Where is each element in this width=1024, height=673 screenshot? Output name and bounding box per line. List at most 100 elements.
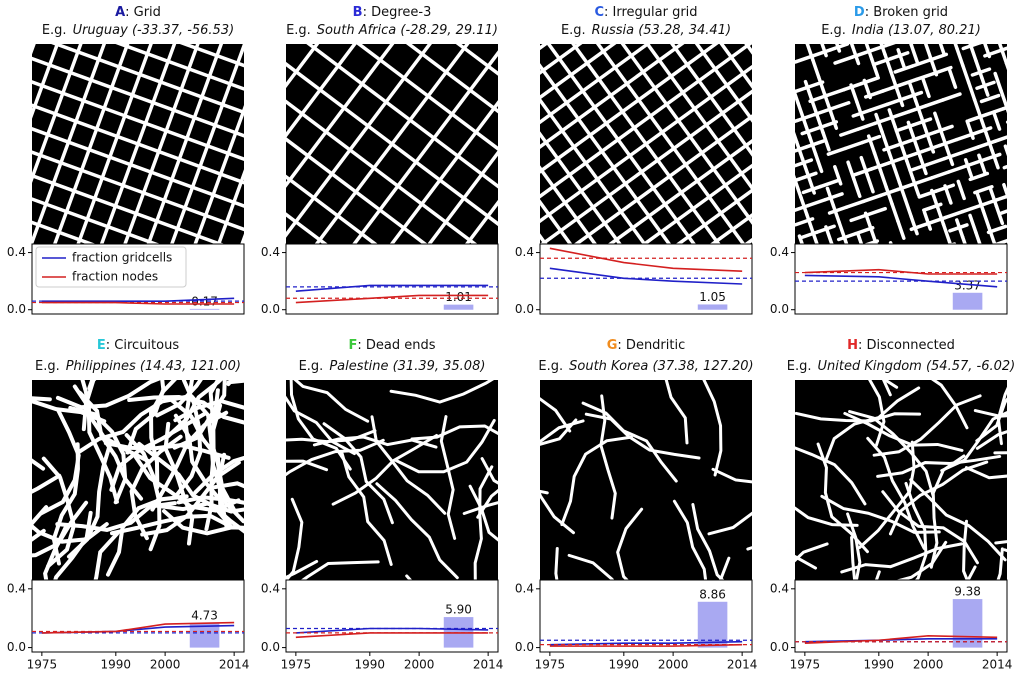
street [711, 467, 752, 484]
street [1015, 247, 1024, 253]
street [935, 205, 946, 227]
street [833, 165, 843, 186]
street [863, 89, 885, 99]
example-place: Uruguay (-33.37, -56.53) [73, 23, 235, 38]
street [929, 454, 966, 569]
street [162, 509, 244, 536]
street [216, 169, 244, 244]
street [814, 22, 820, 39]
panel-letter: F [348, 338, 357, 353]
street [842, 81, 863, 92]
street [909, 478, 1007, 562]
street [751, 145, 768, 151]
street [785, 108, 791, 125]
legend: fraction gridcells fraction nodes [35, 246, 187, 288]
street [540, 44, 752, 199]
x-tick-label: 2000 [913, 658, 944, 672]
street [968, 171, 990, 182]
street [1001, 105, 1007, 111]
street [800, 125, 821, 136]
street [1004, 61, 1007, 66]
street [909, 44, 920, 64]
street [853, 226, 875, 236]
y-tick-label: 0.0 [770, 302, 789, 316]
street [312, 435, 438, 449]
street [109, 412, 207, 492]
series-line [41, 297, 235, 302]
street [540, 397, 572, 433]
street [984, 107, 1005, 117]
street [920, 0, 926, 2]
street [828, 109, 839, 130]
y-tick-label: 0.0 [7, 302, 26, 316]
street [968, 213, 978, 235]
street [767, 57, 773, 74]
street [948, 223, 969, 233]
street [999, 88, 1007, 110]
street [818, 178, 840, 189]
street [973, 184, 994, 195]
series-line [804, 635, 998, 644]
street [795, 131, 799, 144]
street [868, 102, 890, 112]
example-prefix: E.g. [787, 359, 812, 374]
map [286, 380, 498, 580]
x-tick-label: 2014 [219, 658, 250, 672]
bar [952, 599, 983, 648]
street [774, 211, 791, 217]
street [812, 106, 834, 117]
street [410, 424, 498, 441]
street-map [540, 380, 752, 580]
street [860, 134, 882, 145]
y-tick-label: 0.0 [515, 640, 534, 654]
street [781, 52, 787, 69]
x-tick-label: 2000 [150, 658, 181, 672]
street [907, 104, 928, 114]
y-tick-label: 0.0 [261, 640, 280, 654]
street [912, 176, 934, 186]
street [795, 542, 829, 563]
panel: F: Dead ends E.g. Palestine (31.39, 35.08)… [261, 338, 504, 672]
street [829, 101, 851, 111]
street [846, 512, 862, 580]
street-map [286, 44, 498, 244]
street [881, 83, 902, 93]
street [896, 48, 906, 69]
street [928, 0, 945, 1]
street [155, 380, 203, 418]
street [1011, 163, 1017, 180]
street [852, 177, 862, 199]
street [375, 482, 459, 580]
street [974, 230, 982, 244]
x-tick-label: 1990 [101, 658, 132, 672]
street [0, 0, 20, 264]
map [540, 380, 752, 580]
street [25, 0, 401, 6]
street [55, 501, 177, 532]
y-tick-label: 0.4 [7, 581, 26, 595]
series-line [295, 284, 489, 292]
panel-title: B: Degree-3 [353, 5, 432, 20]
street [607, 138, 752, 244]
street [208, 501, 244, 534]
street [922, 210, 933, 231]
street [925, 157, 946, 167]
street [38, 407, 81, 516]
street [886, 155, 908, 165]
street [994, 204, 1005, 226]
street [917, 189, 939, 199]
panel-title: G: Dendritic [607, 338, 686, 353]
bar [697, 304, 728, 310]
street [768, 139, 785, 145]
street-map [795, 380, 1007, 580]
example: E.g. Uruguay (-33.37, -56.53) [42, 23, 234, 38]
panel-title: H: Disconnected [847, 338, 955, 353]
street [996, 547, 1004, 580]
street [981, 152, 1002, 163]
street [974, 59, 984, 80]
street [981, 209, 991, 230]
x-tick-label: 2014 [727, 658, 758, 672]
street [869, 161, 891, 171]
street [795, 203, 810, 212]
